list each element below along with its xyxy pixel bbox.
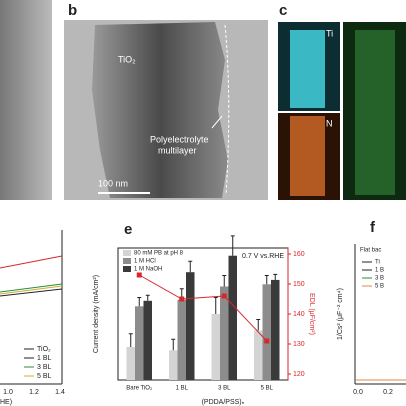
legend-label: TiO₂ [37,346,51,353]
x-tick-label: 0.2 [383,389,393,396]
bar [228,255,237,380]
bar [143,300,152,380]
x-tick-label: 1.0 [3,389,13,396]
panel-label: e [124,221,132,238]
bar [177,299,186,380]
y2-axis-title: EDL (μF/cm²) [308,293,315,335]
y-axis-title: 1/Cs² (μF⁻² cm⁴) [337,288,344,340]
error-bar [137,297,142,307]
x-tick-label: 1.4 [55,389,65,396]
error-bar [264,275,269,285]
panel-label: c [279,2,287,19]
legend-label: 3 BL [37,364,52,371]
legend-swatch [123,266,131,272]
legend-label: 1 M HCl [134,259,156,265]
error-bar [222,275,227,287]
x-tick-label: 0.0 [353,389,363,396]
image-label: Polyelectrolyte [150,134,209,144]
panel-label: b [68,2,77,19]
bar [169,350,178,380]
marker [264,338,270,344]
y2-tick-label: 140 [293,311,305,318]
annotation: 0.7 V vs.RHE [242,253,284,260]
curve [0,285,63,295]
x-tick-label: 1 BL [176,386,189,392]
legend-swatch [123,258,131,264]
panel-d [0,230,63,385]
y2-tick-label: 160 [293,251,305,258]
arrow [211,115,223,129]
panel-label: f [370,219,376,236]
error-bar [145,294,150,301]
map-ti-signal [290,30,325,108]
x-tick-label: Bare TiO₂ [126,386,153,392]
error-bar [188,260,193,273]
x-axis-title: HE) [0,399,12,406]
legend-label: 5 BL [37,373,52,380]
bar [271,279,280,380]
map-green-signal [355,30,395,195]
error-bar [128,333,133,347]
x-tick-label: 1.2 [29,389,39,396]
y-axis-title: Current density (mA/cm²) [93,275,100,353]
y2-tick-label: 130 [293,341,305,348]
bar [186,272,195,380]
legend-label: 1 BL [37,355,52,362]
curve [0,255,63,269]
error-bar [171,338,176,351]
nanorod [92,22,228,198]
legend-label: 1 B [375,268,384,274]
legend-title: Flat bac [360,248,381,254]
line [139,274,268,342]
bar [254,330,263,380]
scale-label: 100 nm [98,178,128,188]
legend-label: Ti [375,260,380,266]
error-bar [213,297,218,314]
x-tick-label: 5 BL [261,386,274,392]
bar [135,306,144,380]
tem-image-a [0,0,52,200]
legend-swatch [123,250,131,256]
map-label: Ti [326,28,333,38]
image-label: TiO₂ [118,54,136,64]
image-label: multilayer [158,145,197,155]
y2-tick-label: 120 [293,371,305,378]
bar [220,286,229,380]
legend-label: 3 B [375,276,384,282]
map-n-signal [290,116,325,196]
x-axis-title: (PDDA/PSS)ₙ [202,399,245,406]
dashed-boundary [224,24,230,196]
y2-tick-label: 150 [293,281,305,288]
bar [211,314,220,380]
marker [136,272,142,278]
legend-label: 1 M NaOH [134,267,162,273]
legend-label: 5 B [375,284,384,290]
marker [221,293,227,299]
map-label: N [326,118,333,128]
bar [262,284,271,380]
marker [179,296,185,302]
bar [126,347,135,380]
error-bar [256,319,261,331]
error-bar [273,273,278,280]
curve [0,283,63,293]
curve [0,288,63,297]
legend-label: 80 mM PB at pH 8 [134,251,184,257]
error-bar [230,235,235,256]
x-tick-label: 3 BL [218,386,231,392]
